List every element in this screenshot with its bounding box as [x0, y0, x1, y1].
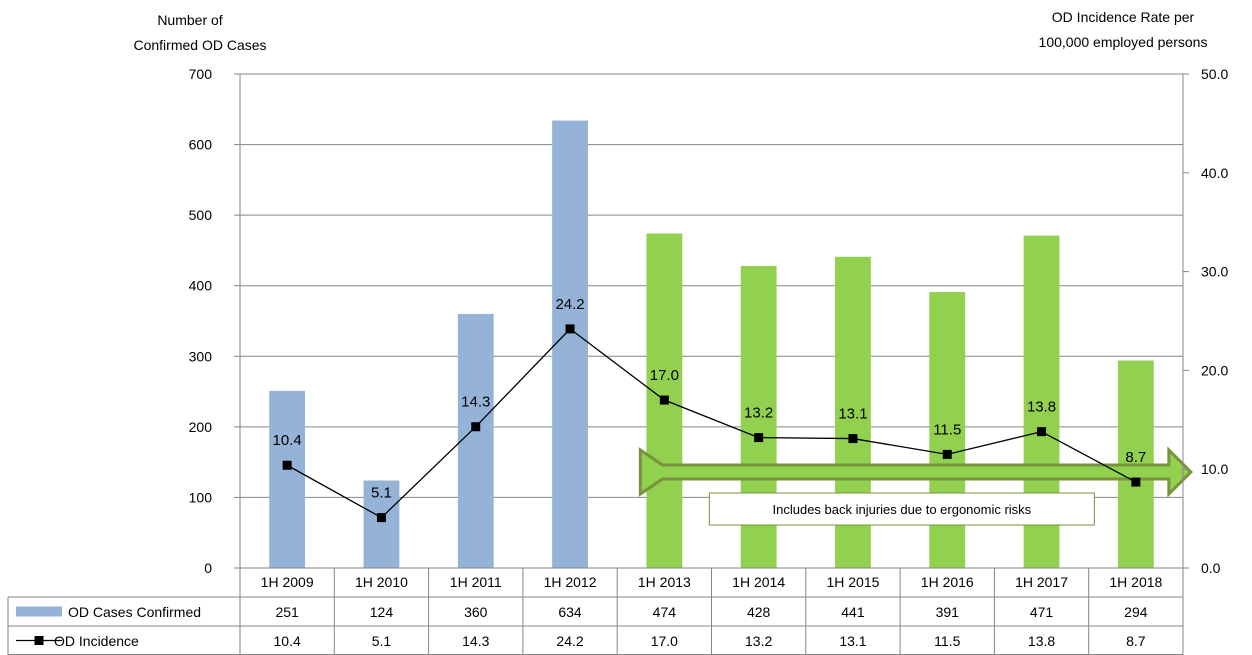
category-label: 1H 2009 — [261, 574, 314, 590]
data-label: 13.8 — [1027, 399, 1056, 416]
bar — [457, 313, 494, 568]
data-label: 13.2 — [744, 405, 773, 422]
left-tick-label: 100 — [189, 489, 213, 505]
bar — [363, 480, 400, 568]
table-cell: 471 — [1030, 604, 1054, 620]
data-label: 5.1 — [371, 485, 392, 502]
legend-key-bar — [16, 606, 62, 617]
table-cell: 251 — [275, 604, 299, 620]
marker — [754, 433, 764, 443]
table-cell: 17.0 — [651, 633, 678, 649]
category-label: 1H 2016 — [921, 574, 974, 590]
category-label: 1H 2017 — [1015, 574, 1068, 590]
annotation-arrow: Includes back injuries due to ergonomic … — [638, 446, 1193, 526]
left-tick-label: 500 — [189, 207, 213, 223]
table-cell: 124 — [370, 604, 394, 620]
bar — [552, 120, 588, 568]
left-axis-title-line1: Number of — [157, 12, 222, 28]
data-label: 10.4 — [273, 432, 302, 449]
table-cell: 294 — [1124, 604, 1148, 620]
table-cell: 428 — [747, 604, 771, 620]
category-label: 1H 2014 — [732, 574, 785, 590]
table-cell: 474 — [653, 604, 677, 620]
axes: 0 100 200 300 400 500 600 700 0.0 10.0 20.0 30.0 40.… — [189, 66, 1229, 576]
left-tick-label: 700 — [189, 66, 213, 82]
marker — [1131, 477, 1141, 487]
bar — [269, 390, 306, 568]
category-label: 1H 2010 — [355, 574, 408, 590]
table-cell: 10.4 — [274, 633, 301, 649]
left-tick-label: 200 — [189, 419, 213, 435]
table-cell: 441 — [841, 604, 865, 620]
double-arrow-shape — [638, 446, 1193, 498]
right-tick-label: 40.0 — [1201, 165, 1228, 181]
data-label: 8.7 — [1125, 449, 1146, 466]
table-row-label: OD Cases Confirmed — [68, 604, 201, 620]
right-tick-label: 0.0 — [1201, 560, 1221, 576]
left-tick-label: 400 — [189, 278, 213, 294]
category-label: 1H 2012 — [544, 574, 597, 590]
annotation-box — [708, 492, 1095, 526]
table-cell: 634 — [558, 604, 582, 620]
incidence-line — [286, 328, 1137, 519]
right-axis-title-line1: OD Incidence Rate per — [1052, 9, 1195, 25]
left-tick-label: 300 — [189, 348, 213, 364]
table-cell: 5.1 — [372, 633, 392, 649]
gridlines — [240, 73, 1183, 498]
marker — [376, 513, 386, 523]
legend-key-marker — [34, 636, 44, 645]
marker — [942, 449, 952, 459]
data-label: 17.0 — [650, 367, 679, 384]
table-cell: 11.5 — [934, 633, 960, 649]
left-tick-label: 0 — [204, 560, 212, 576]
table-cell: 13.2 — [745, 633, 772, 649]
table-cell: 13.8 — [1028, 633, 1055, 649]
category-label: 1H 2018 — [1109, 574, 1162, 590]
category-label: 1H 2011 — [450, 574, 502, 590]
marker — [1037, 427, 1047, 437]
marker — [282, 460, 292, 470]
marker — [471, 422, 481, 432]
right-tick-label: 20.0 — [1201, 362, 1228, 378]
left-tick-label: 600 — [189, 137, 213, 153]
table-cell: 391 — [936, 604, 960, 620]
table-cell: 13.1 — [839, 633, 866, 649]
right-tick-label: 10.0 — [1201, 461, 1228, 477]
annotation-text: Includes back injuries due to ergonomic … — [773, 502, 1032, 517]
table-cell: 8.7 — [1126, 633, 1146, 649]
data-label: 11.5 — [933, 421, 961, 438]
table-cell: 360 — [464, 604, 488, 620]
marker — [848, 434, 858, 444]
marker — [659, 395, 669, 405]
data-label: 24.2 — [555, 296, 584, 313]
category-label: 1H 2013 — [638, 574, 691, 590]
data-label: 14.3 — [461, 394, 490, 411]
right-tick-label: 50.0 — [1201, 66, 1228, 82]
right-axis-title-line2: 100,000 employed persons — [1039, 34, 1208, 50]
right-tick-label: 30.0 — [1201, 264, 1228, 280]
table-row-label: OD Incidence — [54, 633, 139, 649]
category-label: 1H 2015 — [826, 574, 879, 590]
line-series: 10.4 5.1 14.3 24.2 17.0 13.2 13.1 11.5 13.8 8.7 — [273, 296, 1146, 523]
marker — [565, 324, 575, 334]
table-cell: 14.3 — [462, 633, 489, 649]
left-axis-title-line2: Confirmed OD Cases — [133, 37, 266, 53]
table-cell: 24.2 — [556, 633, 583, 649]
data-label: 13.1 — [838, 406, 867, 423]
data-table: 1H 2009 1H 2010 1H 2011 1H 2012 1H 2013 1H 20… — [7, 567, 1184, 655]
